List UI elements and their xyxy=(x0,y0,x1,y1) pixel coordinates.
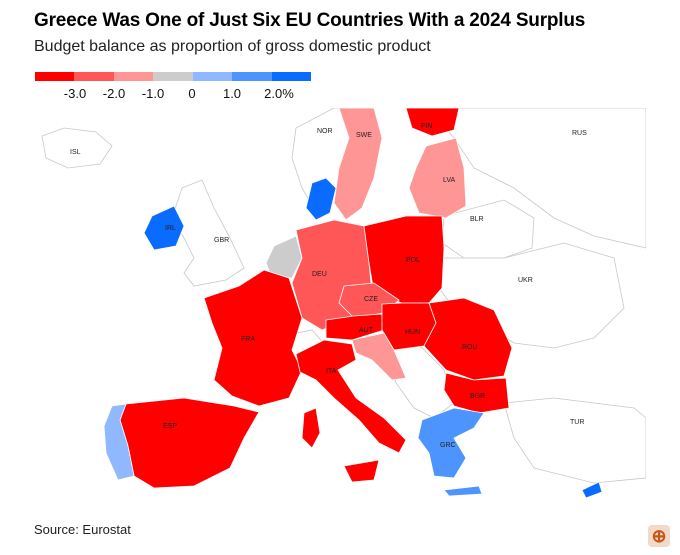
land-belarus xyxy=(441,199,535,259)
legend-swatch-3 xyxy=(113,72,154,81)
legend-swatch-1 xyxy=(35,72,75,81)
chart-subtitle: Budget balance as proportion of gross do… xyxy=(34,38,431,55)
country-denmark[interactable] xyxy=(305,177,337,221)
label-deu: DEU xyxy=(312,271,327,278)
label-hun: HUN xyxy=(405,329,420,336)
legend-tick-2: -2.0 xyxy=(102,86,126,101)
island-sicily[interactable] xyxy=(343,459,380,483)
legend-swatch-7 xyxy=(271,72,311,81)
label-aut: AUT xyxy=(359,327,374,334)
label-ukr: UKR xyxy=(518,277,533,284)
label-esp: ESP xyxy=(163,423,177,430)
legend-tick-5: 1.0 xyxy=(222,86,242,101)
legend-color-bar xyxy=(35,72,311,81)
legend-swatch-6 xyxy=(232,72,272,81)
country-romania[interactable] xyxy=(423,297,513,381)
label-lva: LVA xyxy=(443,177,456,184)
country-portugal[interactable] xyxy=(103,403,135,481)
label-rus: RUS xyxy=(572,130,587,137)
label-grc: GRC xyxy=(440,442,456,449)
country-croatia-slovenia[interactable] xyxy=(351,332,407,381)
country-italy[interactable] xyxy=(295,339,407,454)
label-fin: FIN xyxy=(421,123,432,130)
legend-swatch-4 xyxy=(153,72,193,81)
island-sardinia[interactable] xyxy=(301,407,321,449)
europe-map[interactable]: ISL IRL GBR NOR SWE FIN RUS LVA BLR UKR … xyxy=(34,108,646,506)
country-cyprus[interactable] xyxy=(581,481,603,499)
label-blr: BLR xyxy=(470,216,484,223)
island-crete[interactable] xyxy=(443,485,483,497)
label-gbr: GBR xyxy=(214,237,229,244)
country-sweden[interactable] xyxy=(333,108,383,221)
land-uk xyxy=(171,179,245,287)
country-poland[interactable] xyxy=(363,215,445,304)
label-bgr: BGR xyxy=(470,393,485,400)
map-svg: ISL IRL GBR NOR SWE FIN RUS LVA BLR UKR … xyxy=(41,108,646,499)
land-turkey xyxy=(503,397,646,484)
legend-tick-6: 2.0% xyxy=(264,86,294,101)
country-ireland[interactable] xyxy=(143,205,185,251)
label-swe: SWE xyxy=(356,132,372,139)
label-ita: ITA xyxy=(326,368,337,375)
label-isl: ISL xyxy=(70,149,81,156)
country-greece[interactable] xyxy=(417,407,485,479)
label-rou: ROU xyxy=(462,344,478,351)
source-note: Source: Eurostat xyxy=(34,522,131,537)
legend-swatch-2 xyxy=(74,72,114,81)
land-iceland xyxy=(41,127,113,169)
legend-tick-1: -3.0 xyxy=(63,86,87,101)
country-netherlands-belgium[interactable] xyxy=(265,235,303,279)
chart-title: Greece Was One of Just Six EU Countries … xyxy=(34,10,586,31)
legend-swatch-5 xyxy=(192,72,233,81)
label-irl: IRL xyxy=(165,225,176,232)
label-tur: TUR xyxy=(570,419,584,426)
color-legend: -3.0 -2.0 -1.0 0 1.0 2.0% xyxy=(35,72,315,102)
country-finland[interactable] xyxy=(405,108,460,137)
land-russia-north xyxy=(428,108,646,249)
label-fra: FRA xyxy=(241,336,255,343)
zoom-in-icon[interactable]: ⊕ xyxy=(648,525,670,547)
legend-tick-4: 0 xyxy=(188,86,196,101)
label-pol: POL xyxy=(406,257,420,264)
label-cze: CZE xyxy=(364,296,378,303)
country-baltics[interactable] xyxy=(408,137,467,219)
country-bulgaria[interactable] xyxy=(443,372,510,414)
label-nor: NOR xyxy=(317,128,333,135)
country-spain[interactable] xyxy=(119,397,260,489)
legend-tick-3: -1.0 xyxy=(141,86,165,101)
country-france[interactable] xyxy=(203,269,303,407)
